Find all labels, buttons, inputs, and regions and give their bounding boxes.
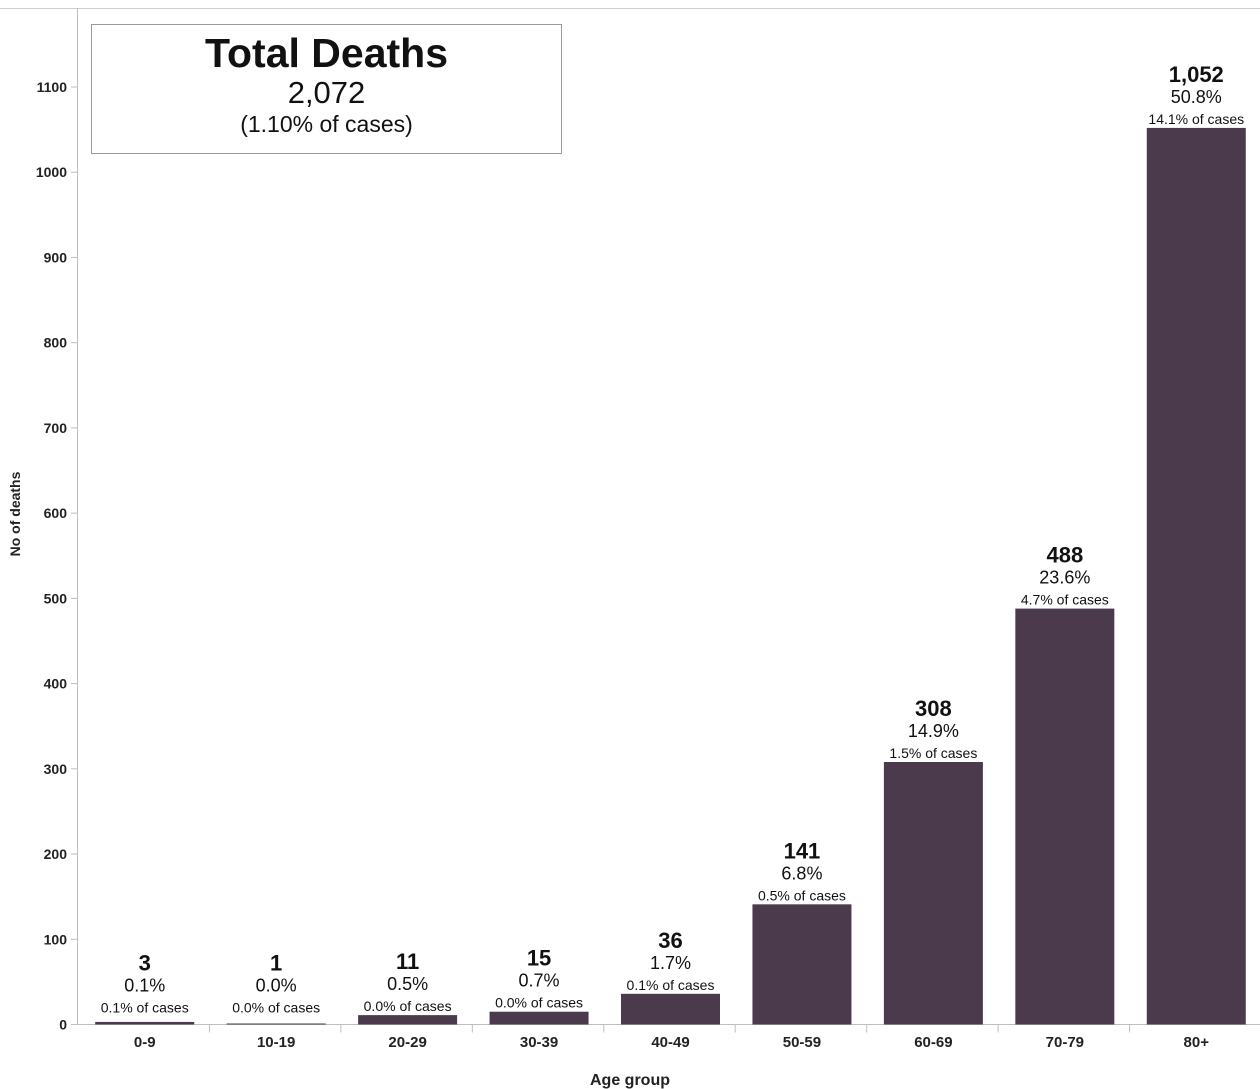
bar (95, 1021, 195, 1025)
case-rate-label: 14.1% of cases (1148, 111, 1244, 127)
share-label: 0.0% (256, 976, 297, 996)
y-tick-label: 100 (44, 931, 68, 947)
case-rate-label: 0.5% of cases (758, 887, 846, 903)
bar (883, 762, 983, 1025)
y-tick-label: 1000 (36, 164, 67, 180)
bar (358, 1015, 458, 1025)
share-label: 0.1% (124, 976, 165, 996)
x-tick-label: 40-49 (651, 1034, 689, 1051)
total-deaths-value: 2,072 (287, 75, 366, 110)
share-label: 50.8% (1171, 87, 1222, 107)
y-tick-label: 1100 (37, 79, 68, 95)
x-tick-label: 80+ (1184, 1034, 1210, 1051)
x-tick-label: 10-19 (257, 1034, 295, 1051)
share-label: 0.5% (387, 974, 428, 994)
y-tick-label: 700 (44, 420, 68, 436)
value-label: 488 (1046, 543, 1083, 568)
x-tick-label: 20-29 (388, 1034, 426, 1051)
bar (621, 993, 720, 1025)
value-label: 1 (270, 951, 282, 976)
y-tick-label: 900 (44, 249, 68, 265)
case-rate-label: 1.5% of cases (889, 745, 977, 761)
value-label: 36 (658, 928, 682, 953)
case-rate-label: 0.1% of cases (101, 1000, 189, 1016)
bar (489, 1011, 589, 1025)
y-axis-title: No of deaths (7, 471, 23, 556)
total-deaths-subtitle: (1.10% of cases) (240, 111, 413, 137)
total-deaths-box: Total Deaths 2,072 (1.10% of cases) (91, 24, 562, 154)
y-tick-label: 300 (44, 761, 68, 777)
value-label: 15 (527, 946, 551, 971)
share-label: 23.6% (1039, 568, 1090, 588)
share-label: 1.7% (650, 953, 691, 973)
case-rate-label: 0.0% of cases (232, 1000, 320, 1016)
case-rate-label: 0.1% of cases (627, 977, 715, 993)
x-tick-label: 60-69 (914, 1034, 952, 1051)
bar (226, 1023, 326, 1025)
share-label: 6.8% (781, 863, 822, 883)
x-tick-label: 50-59 (783, 1034, 821, 1051)
y-tick-label: 600 (44, 505, 68, 521)
case-rate-label: 0.0% of cases (364, 998, 452, 1014)
case-rate-label: 0.0% of cases (495, 995, 583, 1011)
total-deaths-title: Total Deaths (205, 30, 448, 76)
x-tick-label: 0-9 (134, 1034, 156, 1051)
bar (1015, 608, 1115, 1025)
x-axis-title: Age group (590, 1072, 670, 1089)
value-label: 141 (784, 838, 821, 863)
x-tick-label: 70-79 (1046, 1034, 1084, 1051)
share-label: 0.7% (519, 971, 560, 991)
value-label: 11 (396, 949, 419, 974)
share-label: 14.9% (908, 721, 959, 741)
y-tick-label: 200 (44, 846, 68, 862)
y-tick-label: 0 (59, 1017, 67, 1033)
value-label: 308 (915, 696, 952, 721)
y-tick-label: 400 (44, 676, 68, 692)
y-tick-label: 800 (44, 335, 68, 351)
x-tick-label: 30-39 (520, 1034, 558, 1051)
bar (752, 904, 852, 1025)
bar (1146, 127, 1246, 1025)
case-rate-label: 4.7% of cases (1021, 592, 1109, 608)
y-tick-label: 500 (44, 590, 68, 606)
value-label: 1,052 (1169, 62, 1224, 87)
value-label: 3 (139, 951, 151, 976)
